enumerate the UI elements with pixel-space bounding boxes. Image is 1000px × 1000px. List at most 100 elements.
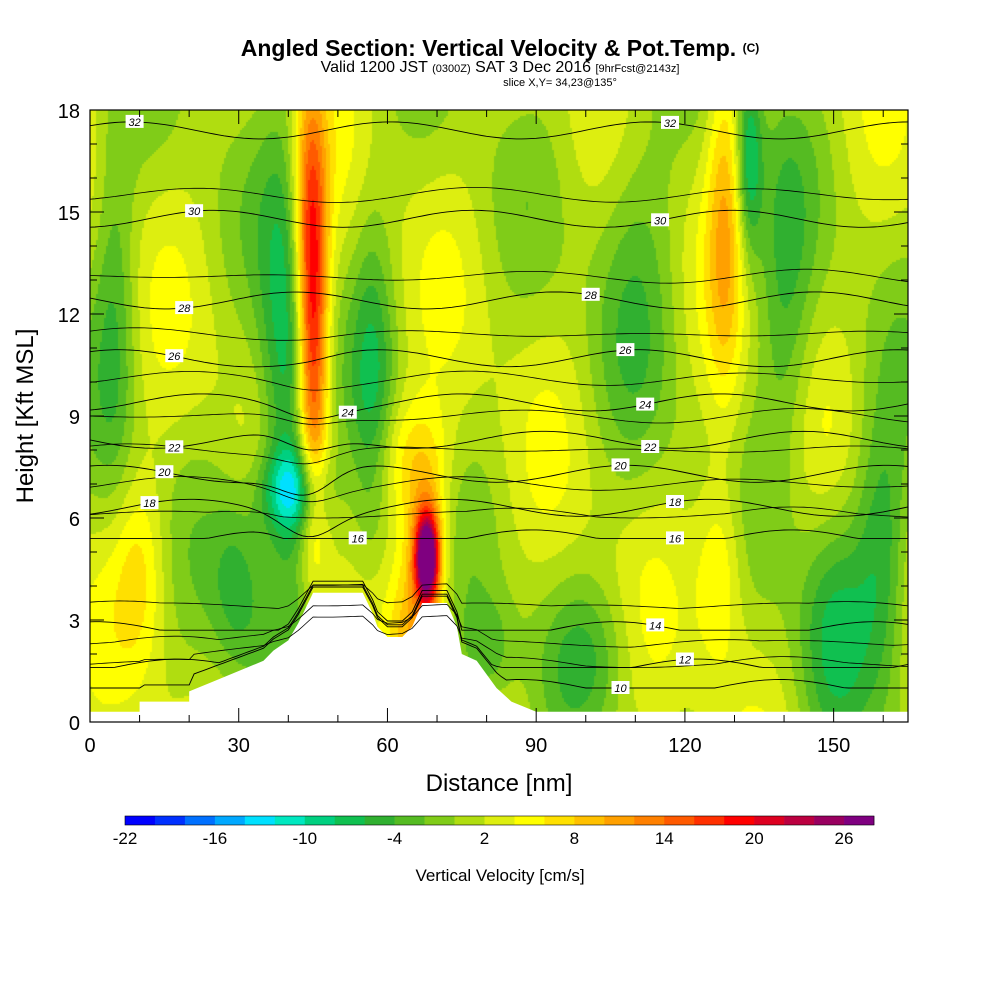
- contour-theta-15: [90, 583, 908, 609]
- contour-theta-31: [90, 187, 908, 203]
- colorbar-tick-label: -10: [293, 829, 318, 848]
- contour-theta-19: [90, 476, 908, 503]
- contour-theta-23: [90, 407, 908, 425]
- axes: 0 30 60 90 120 150 0 3 6 9 12 15 18 Distance [nm] Heig…: [12, 101, 909, 797]
- x-tick-label: 60: [376, 735, 398, 757]
- colorbar-swatch: [454, 816, 485, 825]
- colorbar-swatch: [274, 816, 306, 825]
- colorbar-swatch: [394, 816, 425, 825]
- contour-label-bg: [675, 652, 694, 666]
- colorbar-tick-label: 26: [835, 829, 854, 848]
- colorbar-swatch: [634, 816, 665, 825]
- contour-label-bg: [666, 531, 684, 545]
- contour-label-16: 16: [666, 531, 684, 545]
- colorbar-swatch: [574, 816, 605, 825]
- contour-label-32: 32: [661, 115, 679, 130]
- colorbar-tick-label: -22: [113, 829, 138, 848]
- contour-label-24: 24: [338, 405, 357, 420]
- contour-theta-30: [90, 209, 908, 228]
- contour-label-bg: [348, 531, 367, 545]
- contour-label-text: 14: [649, 620, 661, 632]
- colorbar-swatch: [724, 816, 755, 825]
- pot-temp-contour-labels: 10 12 14 16 16 18 18 20 20 22 22 24 24 26 26 28 28 30 30 32…: [125, 114, 694, 695]
- contour-label-text: 28: [177, 303, 191, 315]
- contour-label-text: 22: [643, 442, 656, 454]
- contour-label-18: 18: [666, 495, 684, 509]
- contour-theta-10: [90, 586, 908, 689]
- valid-time-utc: (0300Z): [432, 63, 471, 75]
- contour-label-text: 30: [188, 206, 201, 218]
- contour-label-text: 10: [614, 683, 627, 695]
- contour-label-22: 22: [165, 440, 184, 454]
- contour-label-18: 18: [140, 496, 159, 510]
- colorbar-tick-label: 2: [480, 829, 489, 848]
- colorbar-swatch: [784, 816, 815, 825]
- contour-label-bg: [125, 114, 144, 128]
- valid-date: SAT 3 Dec 2016: [475, 59, 591, 76]
- valid-time: Valid 1200 JST: [320, 59, 428, 76]
- contour-label-bg: [165, 349, 184, 363]
- colorbar-swatch: [514, 816, 545, 825]
- colorbar-swatch: [184, 816, 216, 825]
- contour-label-30: 30: [651, 213, 670, 227]
- contour-label-text: 26: [618, 345, 632, 357]
- contour-label-text: 24: [638, 400, 651, 412]
- colorbar-swatch: [125, 816, 156, 825]
- y-tick-label: 3: [69, 611, 80, 633]
- y-tick-label: 18: [58, 101, 80, 123]
- contour-label-text: 22: [167, 442, 180, 454]
- colorbar-swatch: [694, 816, 725, 825]
- colorbar-swatch: [364, 816, 395, 825]
- contour-label-32: 32: [125, 114, 144, 129]
- contour-label-text: 26: [167, 351, 181, 363]
- chart-title-main: Angled Section: Vertical Velocity & Pot.…: [240, 35, 737, 61]
- contour-label-24: 24: [636, 397, 655, 412]
- contour-theta-26: [90, 349, 908, 368]
- terrain-layer: [90, 592, 908, 722]
- y-tick-label: 15: [58, 203, 80, 225]
- contour-theta-25: [90, 370, 908, 391]
- colorbar-swatch: [664, 816, 695, 825]
- contour-label-bg: [611, 458, 630, 472]
- colorbar-swatch: [304, 816, 336, 825]
- contour-label-bg: [165, 440, 184, 454]
- colorbar-tick-label: 14: [655, 829, 674, 848]
- colorbar-swatch: [154, 816, 186, 825]
- contour-theta-13: [90, 603, 908, 648]
- contour-theta-11: [90, 615, 908, 668]
- contour-label-text: 32: [128, 117, 140, 129]
- contour-label-12: 12: [675, 652, 694, 667]
- contour-label-20: 20: [155, 465, 174, 479]
- contour-label-bg: [338, 405, 357, 419]
- contour-theta-29: [90, 268, 908, 284]
- contour-label-bg: [140, 496, 159, 510]
- contour-theta-28: [90, 291, 908, 310]
- contour-label-10: 10: [611, 681, 630, 695]
- contour-label-bg: [646, 618, 665, 632]
- x-tick-label: 150: [817, 735, 850, 757]
- contour-label-text: 20: [613, 460, 627, 472]
- x-tick-label: 0: [84, 735, 95, 757]
- contour-label-16: 16: [348, 531, 367, 545]
- colorbar-frame: [124, 815, 875, 826]
- contour-theta-24: [90, 393, 908, 420]
- x-tick-label: 90: [525, 735, 547, 757]
- contour-theta-20: [90, 464, 908, 496]
- colorbar-swatch: [214, 816, 246, 825]
- contour-label-22: 22: [641, 440, 660, 454]
- colorbar-tick-label: -16: [203, 829, 228, 848]
- contour-theta-16: [90, 529, 908, 539]
- colorbar-swatch: [814, 816, 845, 825]
- colorbar-tick-label: 20: [745, 829, 764, 848]
- colorbar-swatch: [844, 816, 875, 825]
- contour-theta-18: [90, 498, 908, 538]
- colorbar-tick-label: 8: [570, 829, 579, 848]
- contour-label-bg: [611, 681, 630, 694]
- y-tick-label: 0: [69, 713, 80, 735]
- contour-label-28: 28: [581, 287, 600, 302]
- contour-label-bg: [651, 213, 670, 227]
- contour-theta-32: [90, 121, 908, 140]
- colorbar-swatch: [604, 816, 635, 825]
- contour-label-text: 18: [143, 498, 156, 510]
- contour-label-text: 16: [669, 533, 682, 545]
